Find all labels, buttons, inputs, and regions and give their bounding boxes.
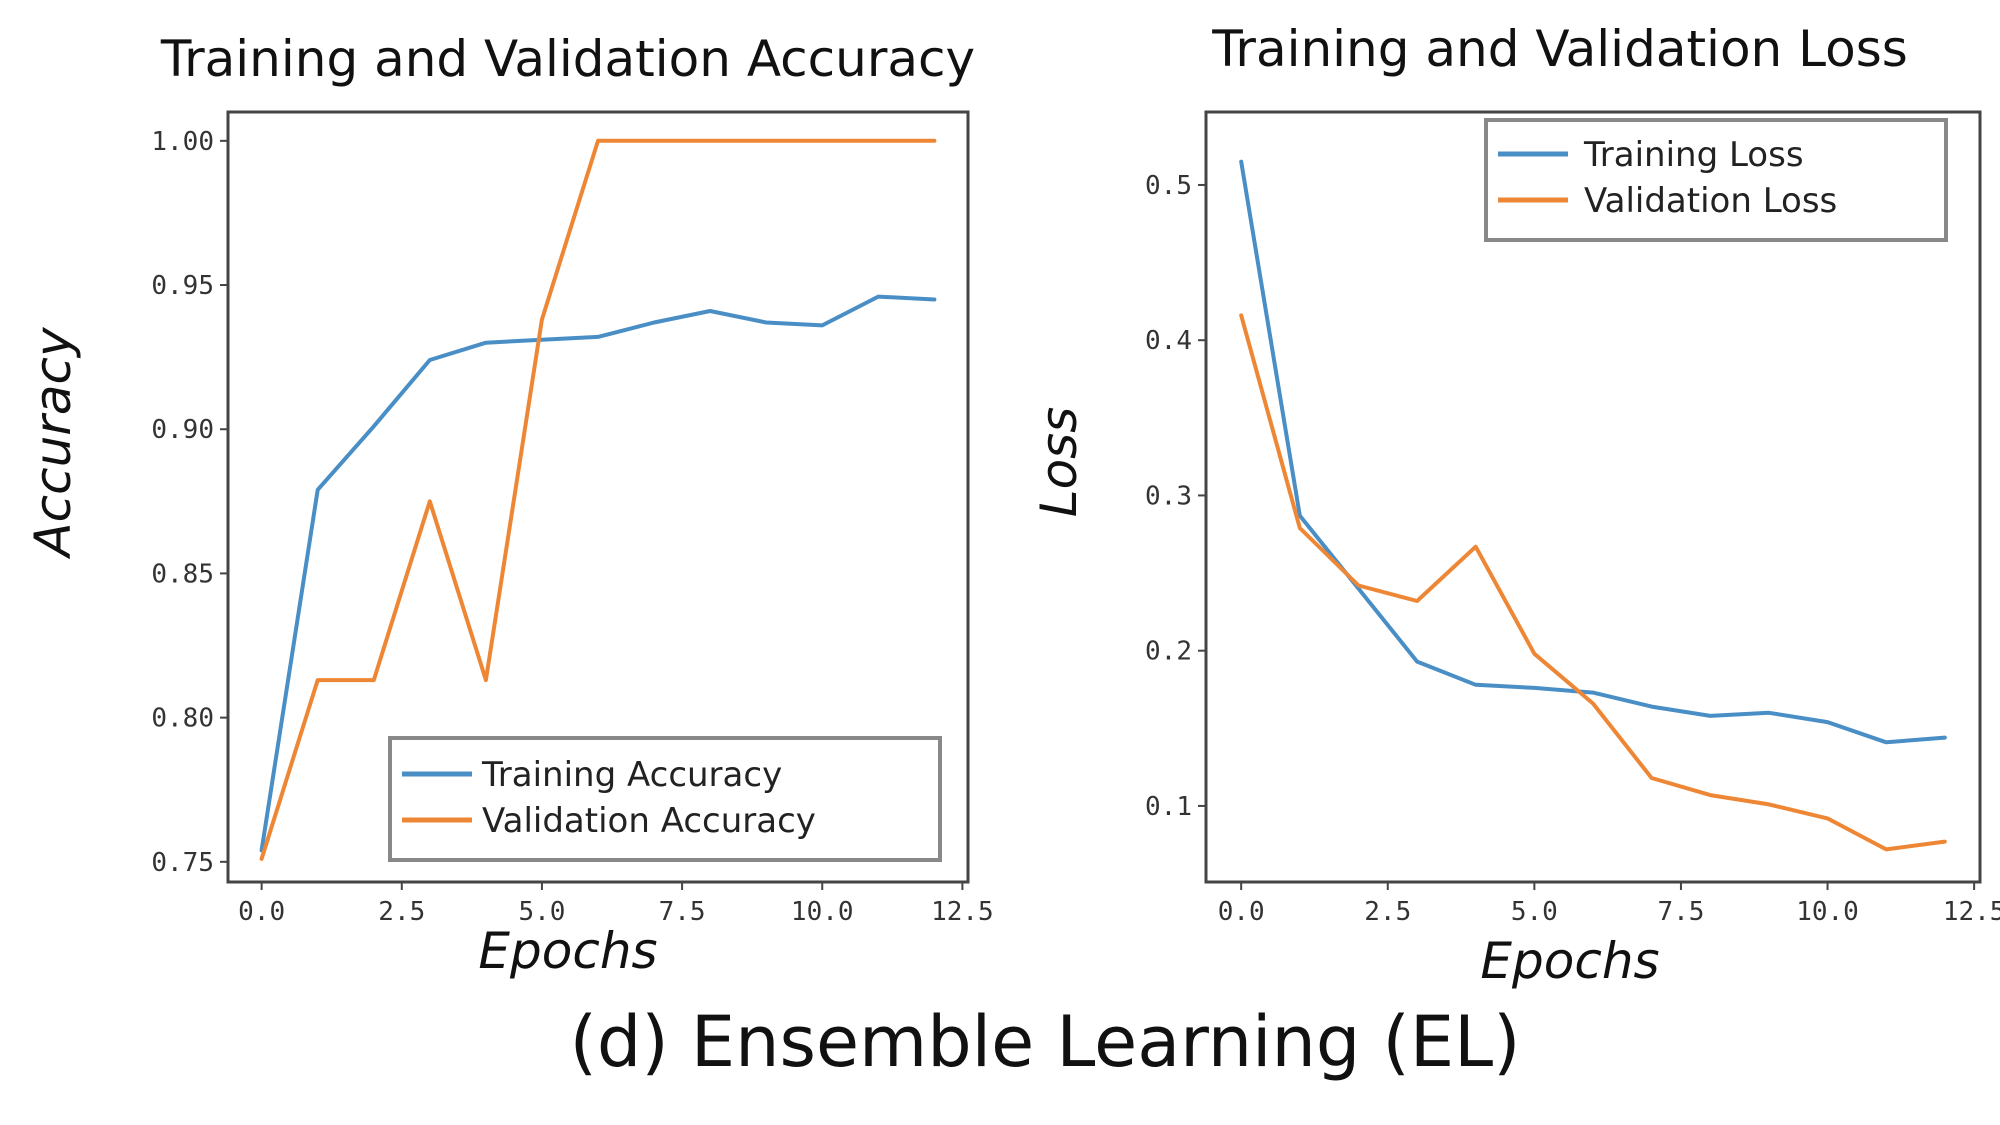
accuracy-x-ticks: 0.0 2.5 5.0 7.5 10.0 12.5 (238, 882, 994, 927)
loss-x-tick-label: 5.0 (1511, 897, 1558, 927)
accuracy-y-ticks: 0.75 0.80 0.85 0.90 0.95 1.00 (151, 127, 228, 878)
accuracy-chart: Training and Validation Accuracy Accurac… (24, 30, 994, 980)
accuracy-x-axis-label: Epochs (478, 922, 657, 980)
loss-y-tick-label: 0.4 (1145, 326, 1192, 356)
loss-x-ticks: 0.0 2.5 5.0 7.5 10.0 12.5 (1218, 882, 2000, 927)
loss-legend-box (1484, 118, 1948, 242)
loss-y-ticks: 0.1 0.2 0.3 0.4 0.5 (1145, 171, 1206, 822)
accuracy-y-tick-label: 0.90 (151, 415, 214, 445)
loss-plot-frame (1204, 110, 1982, 884)
loss-x-tick-label: 2.5 (1364, 897, 1411, 927)
accuracy-x-tick-label: 7.5 (659, 897, 706, 927)
loss-legend: Training Loss Validation Loss (1484, 118, 1948, 242)
accuracy-x-tick-label: 0.0 (238, 897, 285, 927)
loss-chart: Training and Validation Loss Loss Epochs… (1030, 20, 2000, 990)
loss-y-tick-label: 0.1 (1145, 792, 1192, 822)
accuracy-y-axis-label: Accuracy (24, 326, 82, 560)
loss-series-lines (1239, 159, 1947, 852)
accuracy-training-accuracy-line (259, 294, 937, 853)
loss-training-loss-line (1239, 159, 1947, 745)
loss-x-tick-label: 0.0 (1218, 897, 1265, 927)
accuracy-validation-accuracy-line (259, 138, 937, 861)
loss-y-axis-label: Loss (1030, 407, 1088, 518)
accuracy-legend-training-label: Training Accuracy (481, 755, 782, 795)
accuracy-y-tick-label: 0.95 (151, 271, 214, 301)
accuracy-legend: Training Accuracy Validation Accuracy (388, 736, 942, 862)
loss-x-axis-label: Epochs (1480, 932, 1659, 990)
loss-legend-validation-label: Validation Loss (1584, 181, 1837, 221)
loss-chart-title: Training and Validation Loss (1211, 20, 1908, 78)
accuracy-x-tick-label: 12.5 (931, 897, 994, 927)
figure-caption: (d) Ensemble Learning (EL) (570, 1001, 1521, 1083)
accuracy-y-tick-label: 0.85 (151, 559, 214, 589)
accuracy-chart-title: Training and Validation Accuracy (160, 30, 975, 88)
accuracy-x-tick-label: 5.0 (518, 897, 565, 927)
accuracy-legend-box (388, 736, 942, 862)
loss-x-tick-label: 10.0 (1796, 897, 1859, 927)
loss-x-tick-label: 12.5 (1943, 897, 2000, 927)
accuracy-plot-frame (226, 110, 970, 884)
accuracy-y-tick-label: 0.75 (151, 848, 214, 878)
accuracy-y-tick-label: 1.00 (151, 127, 214, 157)
accuracy-y-tick-label: 0.80 (151, 704, 214, 734)
accuracy-series-lines (259, 138, 937, 861)
loss-legend-training-label: Training Loss (1583, 135, 1804, 175)
loss-validation-loss-line (1239, 313, 1947, 852)
loss-y-tick-label: 0.2 (1145, 637, 1192, 667)
loss-y-tick-label: 0.5 (1145, 171, 1192, 201)
accuracy-x-tick-label: 10.0 (791, 897, 854, 927)
loss-y-tick-label: 0.3 (1145, 481, 1192, 511)
accuracy-x-tick-label: 2.5 (378, 897, 425, 927)
accuracy-legend-validation-label: Validation Accuracy (482, 801, 816, 841)
loss-x-tick-label: 7.5 (1657, 897, 1704, 927)
